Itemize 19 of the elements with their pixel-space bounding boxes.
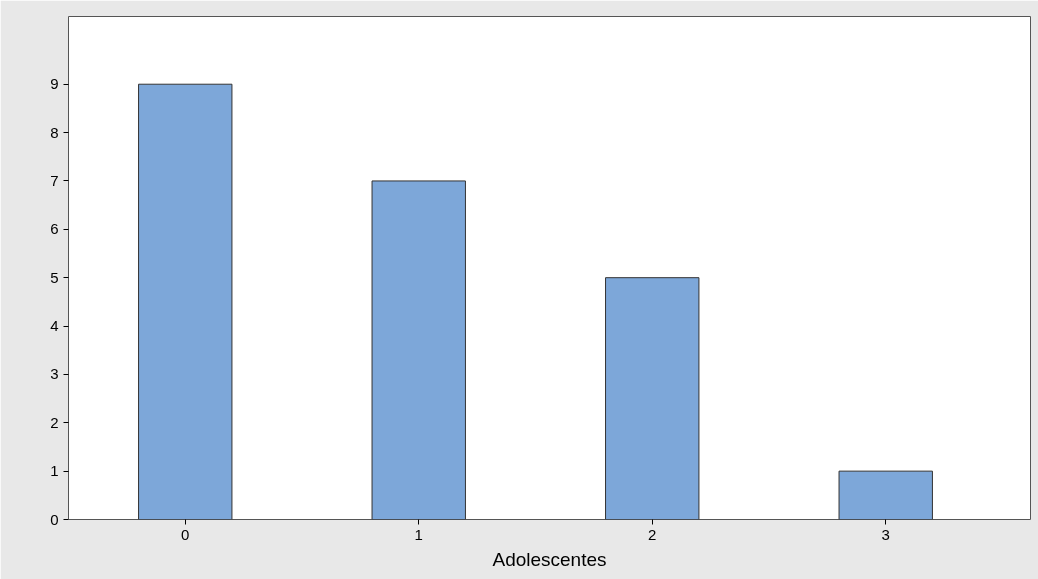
bar bbox=[138, 83, 233, 520]
x-axis-title: Adolescentes bbox=[492, 548, 607, 570]
bar bbox=[838, 470, 933, 520]
y-tick-label: 7 bbox=[50, 171, 59, 189]
y-tick-label: 9 bbox=[50, 75, 59, 93]
x-tick-label: 2 bbox=[648, 525, 657, 543]
bar bbox=[605, 277, 700, 520]
y-tick-label: 4 bbox=[50, 317, 59, 335]
y-tick-label: 1 bbox=[50, 462, 59, 480]
x-tick-label: 0 bbox=[181, 525, 190, 543]
bar bbox=[371, 180, 466, 520]
y-tick-label: 3 bbox=[50, 365, 59, 383]
x-tick-label: 1 bbox=[414, 525, 423, 543]
y-tick-label: 6 bbox=[50, 220, 59, 238]
y-tick-label: 2 bbox=[50, 413, 59, 431]
y-tick-label: 0 bbox=[50, 510, 59, 528]
y-tick-label: 5 bbox=[50, 268, 59, 286]
y-tick-label: 8 bbox=[50, 123, 59, 141]
x-tick-label: 3 bbox=[881, 525, 890, 543]
